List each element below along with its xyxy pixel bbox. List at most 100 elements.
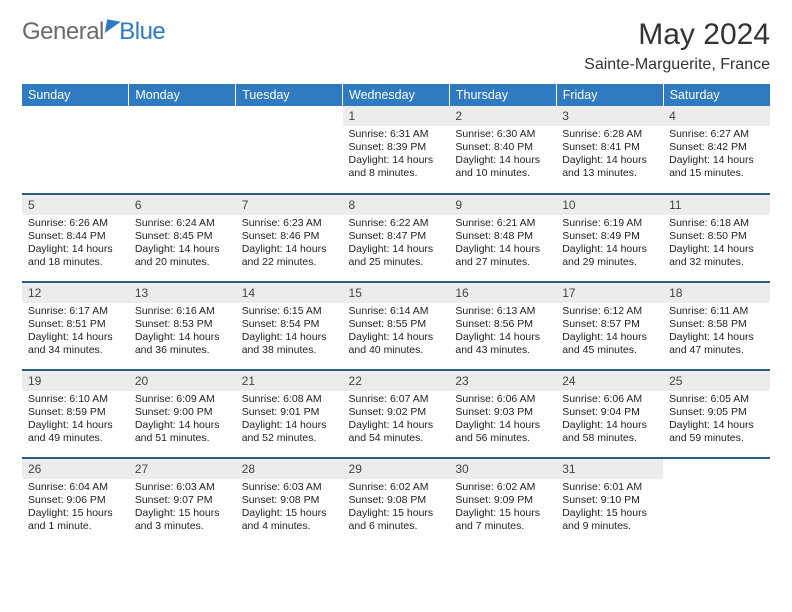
- day-number: 12: [22, 283, 129, 303]
- day-cell: 8Sunrise: 6:22 AMSunset: 8:47 PMDaylight…: [343, 194, 450, 282]
- empty-cell: [236, 106, 343, 194]
- day-number: 27: [129, 459, 236, 479]
- day-cell: 4Sunrise: 6:27 AMSunset: 8:42 PMDaylight…: [663, 106, 770, 194]
- day-details: Sunrise: 6:03 AMSunset: 9:07 PMDaylight:…: [129, 479, 236, 535]
- day-details: Sunrise: 6:17 AMSunset: 8:51 PMDaylight:…: [22, 303, 129, 359]
- day-details: Sunrise: 6:02 AMSunset: 9:09 PMDaylight:…: [449, 479, 556, 535]
- day-cell: 22Sunrise: 6:07 AMSunset: 9:02 PMDayligh…: [343, 370, 450, 458]
- day-cell: 2Sunrise: 6:30 AMSunset: 8:40 PMDaylight…: [449, 106, 556, 194]
- day-details: Sunrise: 6:05 AMSunset: 9:05 PMDaylight:…: [663, 391, 770, 447]
- day-details: Sunrise: 6:22 AMSunset: 8:47 PMDaylight:…: [343, 215, 450, 271]
- day-details: Sunrise: 6:04 AMSunset: 9:06 PMDaylight:…: [22, 479, 129, 535]
- day-number: 15: [343, 283, 450, 303]
- day-details: Sunrise: 6:14 AMSunset: 8:55 PMDaylight:…: [343, 303, 450, 359]
- day-details: Sunrise: 6:19 AMSunset: 8:49 PMDaylight:…: [556, 215, 663, 271]
- day-details: Sunrise: 6:01 AMSunset: 9:10 PMDaylight:…: [556, 479, 663, 535]
- day-details: Sunrise: 6:18 AMSunset: 8:50 PMDaylight:…: [663, 215, 770, 271]
- day-number: 30: [449, 459, 556, 479]
- day-cell: 26Sunrise: 6:04 AMSunset: 9:06 PMDayligh…: [22, 458, 129, 546]
- day-number: 10: [556, 195, 663, 215]
- calendar-row: 26Sunrise: 6:04 AMSunset: 9:06 PMDayligh…: [22, 458, 770, 546]
- day-number: 24: [556, 371, 663, 391]
- day-cell: 17Sunrise: 6:12 AMSunset: 8:57 PMDayligh…: [556, 282, 663, 370]
- day-details: Sunrise: 6:28 AMSunset: 8:41 PMDaylight:…: [556, 126, 663, 182]
- weekday-row: SundayMondayTuesdayWednesdayThursdayFrid…: [22, 84, 770, 106]
- day-number: 16: [449, 283, 556, 303]
- day-number: 26: [22, 459, 129, 479]
- day-cell: 3Sunrise: 6:28 AMSunset: 8:41 PMDaylight…: [556, 106, 663, 194]
- day-cell: 28Sunrise: 6:03 AMSunset: 9:08 PMDayligh…: [236, 458, 343, 546]
- day-details: Sunrise: 6:06 AMSunset: 9:04 PMDaylight:…: [556, 391, 663, 447]
- day-number: 25: [663, 371, 770, 391]
- day-cell: 14Sunrise: 6:15 AMSunset: 8:54 PMDayligh…: [236, 282, 343, 370]
- weekday-header: Monday: [129, 84, 236, 106]
- day-number: 5: [22, 195, 129, 215]
- day-cell: 1Sunrise: 6:31 AMSunset: 8:39 PMDaylight…: [343, 106, 450, 194]
- day-details: Sunrise: 6:10 AMSunset: 8:59 PMDaylight:…: [22, 391, 129, 447]
- day-cell: 24Sunrise: 6:06 AMSunset: 9:04 PMDayligh…: [556, 370, 663, 458]
- day-details: Sunrise: 6:15 AMSunset: 8:54 PMDaylight:…: [236, 303, 343, 359]
- day-details: Sunrise: 6:30 AMSunset: 8:40 PMDaylight:…: [449, 126, 556, 182]
- calendar-body: 1Sunrise: 6:31 AMSunset: 8:39 PMDaylight…: [22, 106, 770, 546]
- day-details: Sunrise: 6:12 AMSunset: 8:57 PMDaylight:…: [556, 303, 663, 359]
- calendar-row: 1Sunrise: 6:31 AMSunset: 8:39 PMDaylight…: [22, 106, 770, 194]
- day-number: 31: [556, 459, 663, 479]
- calendar-head: SundayMondayTuesdayWednesdayThursdayFrid…: [22, 84, 770, 106]
- day-cell: 5Sunrise: 6:26 AMSunset: 8:44 PMDaylight…: [22, 194, 129, 282]
- day-details: Sunrise: 6:02 AMSunset: 9:08 PMDaylight:…: [343, 479, 450, 535]
- day-cell: 16Sunrise: 6:13 AMSunset: 8:56 PMDayligh…: [449, 282, 556, 370]
- day-cell: 23Sunrise: 6:06 AMSunset: 9:03 PMDayligh…: [449, 370, 556, 458]
- day-details: Sunrise: 6:23 AMSunset: 8:46 PMDaylight:…: [236, 215, 343, 271]
- weekday-header: Sunday: [22, 84, 129, 106]
- day-number: 29: [343, 459, 450, 479]
- day-cell: 20Sunrise: 6:09 AMSunset: 9:00 PMDayligh…: [129, 370, 236, 458]
- day-details: Sunrise: 6:13 AMSunset: 8:56 PMDaylight:…: [449, 303, 556, 359]
- title-block: May 2024 Sainte-Marguerite, France: [584, 18, 770, 74]
- day-number: 2: [449, 106, 556, 126]
- day-number: 23: [449, 371, 556, 391]
- day-number: 11: [663, 195, 770, 215]
- day-details: Sunrise: 6:07 AMSunset: 9:02 PMDaylight:…: [343, 391, 450, 447]
- day-number: 22: [343, 371, 450, 391]
- day-number: 3: [556, 106, 663, 126]
- day-number: 13: [129, 283, 236, 303]
- day-cell: 11Sunrise: 6:18 AMSunset: 8:50 PMDayligh…: [663, 194, 770, 282]
- calendar-row: 5Sunrise: 6:26 AMSunset: 8:44 PMDaylight…: [22, 194, 770, 282]
- day-cell: 25Sunrise: 6:05 AMSunset: 9:05 PMDayligh…: [663, 370, 770, 458]
- weekday-header: Saturday: [663, 84, 770, 106]
- day-number: 21: [236, 371, 343, 391]
- day-cell: 19Sunrise: 6:10 AMSunset: 8:59 PMDayligh…: [22, 370, 129, 458]
- day-cell: 18Sunrise: 6:11 AMSunset: 8:58 PMDayligh…: [663, 282, 770, 370]
- day-cell: 12Sunrise: 6:17 AMSunset: 8:51 PMDayligh…: [22, 282, 129, 370]
- day-number: 1: [343, 106, 450, 126]
- day-cell: 10Sunrise: 6:19 AMSunset: 8:49 PMDayligh…: [556, 194, 663, 282]
- day-details: Sunrise: 6:27 AMSunset: 8:42 PMDaylight:…: [663, 126, 770, 182]
- day-number: 20: [129, 371, 236, 391]
- day-number: 8: [343, 195, 450, 215]
- day-details: Sunrise: 6:11 AMSunset: 8:58 PMDaylight:…: [663, 303, 770, 359]
- day-cell: 15Sunrise: 6:14 AMSunset: 8:55 PMDayligh…: [343, 282, 450, 370]
- day-number: 19: [22, 371, 129, 391]
- day-cell: 29Sunrise: 6:02 AMSunset: 9:08 PMDayligh…: [343, 458, 450, 546]
- month-title: May 2024: [584, 18, 770, 52]
- day-details: Sunrise: 6:21 AMSunset: 8:48 PMDaylight:…: [449, 215, 556, 271]
- day-number: 7: [236, 195, 343, 215]
- day-details: Sunrise: 6:03 AMSunset: 9:08 PMDaylight:…: [236, 479, 343, 535]
- day-cell: 30Sunrise: 6:02 AMSunset: 9:09 PMDayligh…: [449, 458, 556, 546]
- day-details: Sunrise: 6:31 AMSunset: 8:39 PMDaylight:…: [343, 126, 450, 182]
- day-details: Sunrise: 6:26 AMSunset: 8:44 PMDaylight:…: [22, 215, 129, 271]
- day-details: Sunrise: 6:08 AMSunset: 9:01 PMDaylight:…: [236, 391, 343, 447]
- weekday-header: Thursday: [449, 84, 556, 106]
- day-cell: 6Sunrise: 6:24 AMSunset: 8:45 PMDaylight…: [129, 194, 236, 282]
- day-cell: 21Sunrise: 6:08 AMSunset: 9:01 PMDayligh…: [236, 370, 343, 458]
- logo: General ◤ Blue: [22, 18, 165, 46]
- day-details: Sunrise: 6:16 AMSunset: 8:53 PMDaylight:…: [129, 303, 236, 359]
- logo-text-general: General: [22, 18, 104, 46]
- day-number: 6: [129, 195, 236, 215]
- header: General ◤ Blue May 2024 Sainte-Marguerit…: [22, 18, 770, 74]
- weekday-header: Tuesday: [236, 84, 343, 106]
- weekday-header: Wednesday: [343, 84, 450, 106]
- calendar-table: SundayMondayTuesdayWednesdayThursdayFrid…: [22, 84, 770, 546]
- day-cell: 13Sunrise: 6:16 AMSunset: 8:53 PMDayligh…: [129, 282, 236, 370]
- calendar-row: 19Sunrise: 6:10 AMSunset: 8:59 PMDayligh…: [22, 370, 770, 458]
